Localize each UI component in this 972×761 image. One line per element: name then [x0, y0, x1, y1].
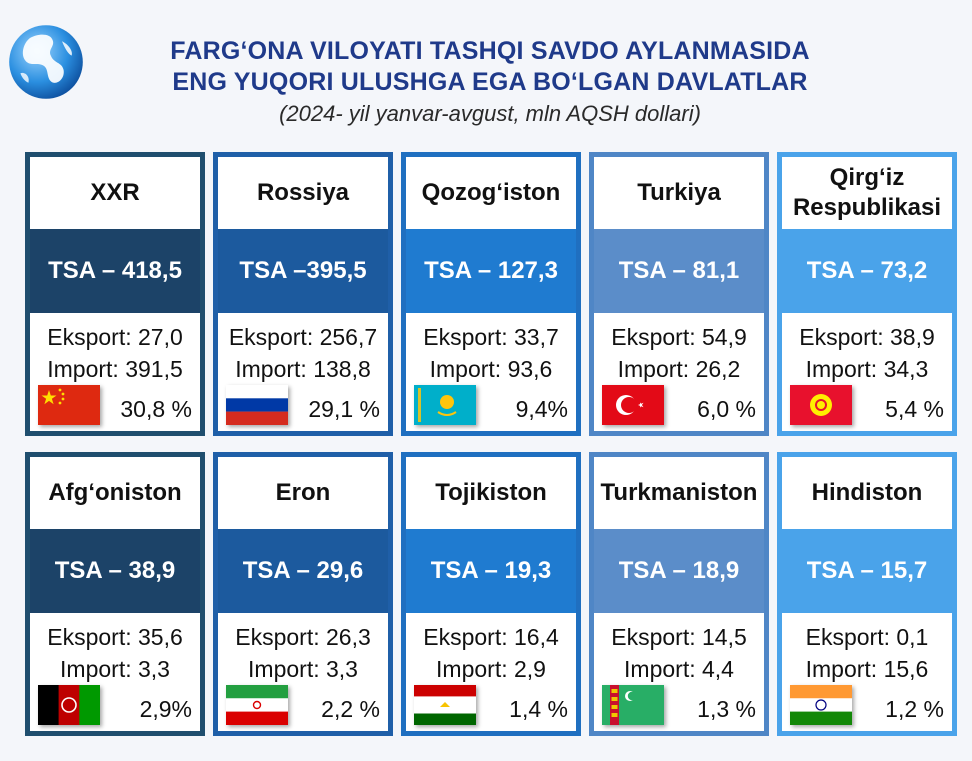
- india-flag-icon: [790, 685, 852, 725]
- eksport-value: Eksport: 38,9: [799, 324, 935, 350]
- share-percent: 1,3 %: [697, 696, 756, 722]
- tsa-value: TSA – 29,6: [218, 529, 388, 613]
- country-name: XXR: [90, 179, 140, 206]
- country-name: Qozog‘iston: [421, 179, 561, 206]
- eksport-value: Eksport: 0,1: [805, 624, 929, 650]
- tsa-value: TSA –395,5: [218, 229, 388, 313]
- page-title-line-1: FARG‘ONA VILOYATI TASHQI SAVDO AYLANMASI…: [170, 37, 810, 65]
- country-card-iran: Eron TSA – 29,6 Eksport: 26,3 Import: 3,…: [213, 452, 393, 736]
- import-value: Import: 15,6: [805, 656, 929, 682]
- import-value: Import: 3,3: [60, 656, 170, 682]
- country-name: Tojikiston: [435, 479, 547, 506]
- share-percent: 6,0 %: [697, 396, 756, 422]
- country-card-tajikistan: Tojikiston TSA – 19,3 Eksport: 16,4 Impo…: [401, 452, 581, 736]
- share-percent: 1,4 %: [509, 696, 568, 722]
- trade-values: Eksport: 27,0 Import: 391,5: [30, 321, 200, 385]
- tsa-value: TSA – 418,5: [30, 229, 200, 313]
- trade-values: Eksport: 38,9 Import: 34,3: [782, 321, 952, 385]
- eksport-value: Eksport: 26,3: [235, 624, 371, 650]
- page-subtitle: (2024- yil yanvar-avgust, mln AQSH dolla…: [279, 101, 701, 126]
- import-value: Import: 3,3: [248, 656, 358, 682]
- country-name: Eron: [275, 479, 331, 506]
- kazakhstan-flag-icon: [414, 385, 476, 425]
- share-percent: 29,1 %: [308, 396, 380, 422]
- share-percent: 9,4%: [515, 396, 568, 422]
- trade-values: Eksport: 14,5 Import: 4,4: [594, 621, 764, 685]
- trade-values: Eksport: 26,3 Import: 3,3: [218, 621, 388, 685]
- country-card-kyrgyzstan: Qirg‘iz Respublikasi TSA – 73,2 Eksport:…: [777, 152, 957, 436]
- eksport-value: Eksport: 54,9: [611, 324, 747, 350]
- country-name: Rossiya: [256, 179, 350, 206]
- iran-flag-icon: [226, 685, 288, 725]
- trade-values: Eksport: 16,4 Import: 2,9: [406, 621, 576, 685]
- trade-values: Eksport: 54,9 Import: 26,2: [594, 321, 764, 385]
- afghanistan-flag-icon: [38, 685, 100, 725]
- trade-values: Eksport: 33,7 Import: 93,6: [406, 321, 576, 385]
- country-name: Qirg‘iz Respublikasi: [792, 164, 942, 221]
- import-value: Import: 34,3: [805, 356, 929, 382]
- china-flag-icon: [38, 385, 100, 425]
- country-name: Turkmaniston: [600, 479, 758, 506]
- tsa-value: TSA – 15,7: [782, 529, 952, 613]
- header: FARG‘ONA VILOYATI TASHQI SAVDO AYLANMASI…: [110, 36, 870, 129]
- turkmenistan-flag-icon: [602, 685, 664, 725]
- country-name: Turkiya: [637, 179, 721, 206]
- country-card-afghanistan: Afg‘oniston TSA – 38,9 Eksport: 35,6 Imp…: [25, 452, 205, 736]
- share-percent: 30,8 %: [120, 396, 192, 422]
- eksport-value: Eksport: 256,7: [228, 324, 378, 350]
- eksport-value: Eksport: 33,7: [423, 324, 559, 350]
- globe-icon: [9, 25, 83, 99]
- country-card-kazakhstan: Qozog‘iston TSA – 127,3 Eksport: 33,7 Im…: [401, 152, 581, 436]
- country-name: Afg‘oniston: [48, 479, 182, 506]
- country-name: Hindiston: [811, 479, 923, 506]
- import-value: Import: 26,2: [617, 356, 741, 382]
- trade-values: Eksport: 35,6 Import: 3,3: [30, 621, 200, 685]
- tsa-value: TSA – 38,9: [30, 529, 200, 613]
- share-percent: 2,9%: [139, 696, 192, 722]
- kyrgyzstan-flag-icon: [790, 385, 852, 425]
- import-value: Import: 93,6: [429, 356, 553, 382]
- trade-values: Eksport: 256,7 Import: 138,8: [218, 321, 388, 385]
- country-card-india: Hindiston TSA – 15,7 Eksport: 0,1 Import…: [777, 452, 957, 736]
- tsa-value: TSA – 18,9: [594, 529, 764, 613]
- tsa-value: TSA – 73,2: [782, 229, 952, 313]
- tajikistan-flag-icon: [414, 685, 476, 725]
- share-percent: 1,2 %: [885, 696, 944, 722]
- import-value: Import: 4,4: [624, 656, 734, 682]
- import-value: Import: 2,9: [436, 656, 546, 682]
- country-card-russia: Rossiya TSA –395,5 Eksport: 256,7 Import…: [213, 152, 393, 436]
- tsa-value: TSA – 19,3: [406, 529, 576, 613]
- eksport-value: Eksport: 14,5: [611, 624, 747, 650]
- page-title-line-2: ENG YUQORI ULUSHGA EGA BO‘LGAN DAVLATLAR: [172, 68, 808, 96]
- country-card-turkey: Turkiya TSA – 81,1 Eksport: 54,9 Import:…: [589, 152, 769, 436]
- tsa-value: TSA – 81,1: [594, 229, 764, 313]
- share-percent: 2,2 %: [321, 696, 380, 722]
- turkey-flag-icon: [602, 385, 664, 425]
- eksport-value: Eksport: 16,4: [423, 624, 559, 650]
- share-percent: 5,4 %: [885, 396, 944, 422]
- import-value: Import: 138,8: [235, 356, 371, 382]
- country-card-china: XXR TSA – 418,5 Eksport: 27,0 Import: 39…: [25, 152, 205, 436]
- eksport-value: Eksport: 35,6: [47, 624, 183, 650]
- eksport-value: Eksport: 27,0: [47, 324, 183, 350]
- import-value: Import: 391,5: [47, 356, 183, 382]
- tsa-value: TSA – 127,3: [406, 229, 576, 313]
- russia-flag-icon: [226, 385, 288, 425]
- country-card-turkmenistan: Turkmaniston TSA – 18,9 Eksport: 14,5 Im…: [589, 452, 769, 736]
- trade-values: Eksport: 0,1 Import: 15,6: [782, 621, 952, 685]
